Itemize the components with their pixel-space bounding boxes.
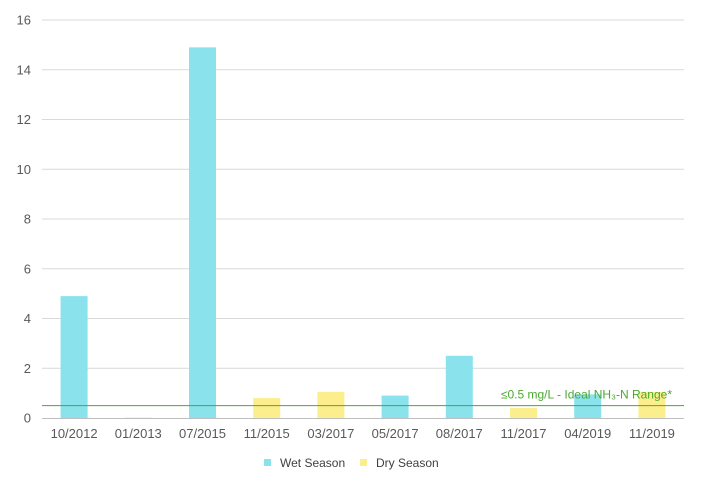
y-tick-label: 14 (17, 62, 31, 77)
x-tick-label: 11/2019 (629, 426, 675, 441)
y-tick-label: 16 (17, 13, 31, 28)
bar-wet-season (381, 395, 409, 418)
y-tick-label: 0 (24, 411, 31, 426)
y-tick-label: 10 (17, 162, 31, 177)
reference-line-label: ≤0.5 mg/L - Ideal NH₃-N Range* (501, 388, 672, 402)
x-tick-label: 11/2015 (244, 426, 290, 441)
x-tick-label: 07/2015 (179, 426, 226, 441)
bar-wet-season (189, 47, 216, 419)
bar-dry-season (124, 417, 152, 419)
bars (60, 47, 666, 419)
y-tick-label: 2 (24, 361, 31, 376)
x-tick-label: 05/2017 (372, 426, 419, 441)
y-tick-label: 12 (17, 112, 31, 127)
x-tick-label: 03/2017 (307, 426, 354, 441)
legend-label: Dry Season (376, 456, 439, 470)
x-axis-tick-labels: 10/2012 01/2013 07/2015 11/2015 03/2017 05/20… (51, 426, 675, 441)
x-tick-label: 11/2017 (500, 426, 546, 441)
legend: Wet Season Dry Season (264, 456, 439, 470)
bar-dry-season (638, 391, 666, 418)
bar-wet-season (574, 394, 602, 418)
x-tick-label: 04/2019 (564, 426, 611, 441)
bar-dry-season (317, 391, 345, 418)
y-tick-label: 8 (24, 212, 31, 227)
gridlines (42, 19, 684, 369)
y-tick-label: 4 (24, 311, 31, 326)
x-tick-label: 01/2013 (115, 426, 162, 441)
legend-swatch (264, 459, 271, 466)
legend-swatch (360, 459, 367, 466)
bar-dry-season (510, 408, 537, 418)
y-axis-tick-labels: 0 2 4 6 8 10 12 14 16 (17, 13, 31, 426)
legend-label: Wet Season (280, 456, 345, 470)
y-tick-label: 6 (24, 261, 31, 276)
bar-wet-season (60, 296, 88, 418)
bar-wet-season (445, 355, 473, 418)
x-tick-label: 10/2012 (51, 426, 98, 441)
bar-dry-season (253, 398, 281, 418)
x-tick-label: 08/2017 (436, 426, 483, 441)
